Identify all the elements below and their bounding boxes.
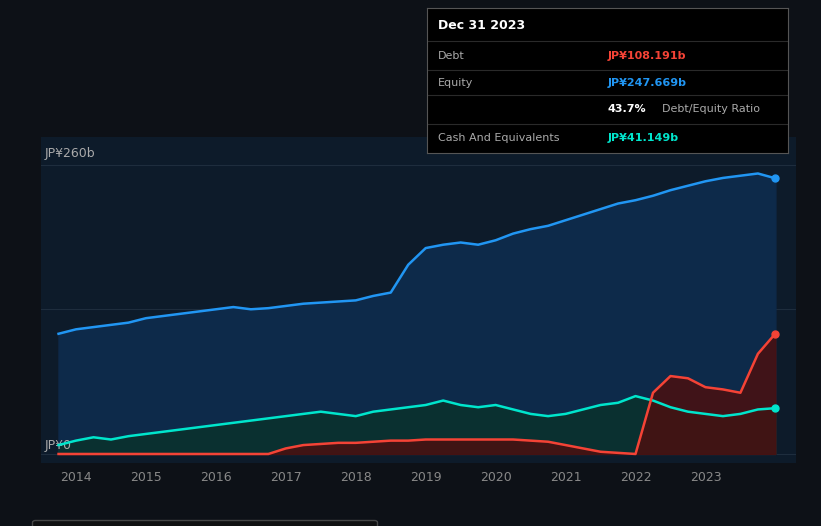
Text: Dec 31 2023: Dec 31 2023 [438, 19, 525, 33]
Text: Debt: Debt [438, 50, 465, 60]
Text: Debt/Equity Ratio: Debt/Equity Ratio [662, 104, 759, 114]
Text: 43.7%: 43.7% [608, 104, 646, 114]
Text: JP¥108.191b: JP¥108.191b [608, 50, 686, 60]
Text: JP¥0: JP¥0 [44, 439, 71, 452]
Text: JP¥247.669b: JP¥247.669b [608, 78, 686, 88]
Text: JP¥260b: JP¥260b [44, 147, 95, 160]
Text: Equity: Equity [438, 78, 473, 88]
Text: JP¥41.149b: JP¥41.149b [608, 133, 679, 143]
Text: Cash And Equivalents: Cash And Equivalents [438, 133, 559, 143]
Legend: Debt, Equity, Cash And Equivalents: Debt, Equity, Cash And Equivalents [32, 520, 377, 526]
